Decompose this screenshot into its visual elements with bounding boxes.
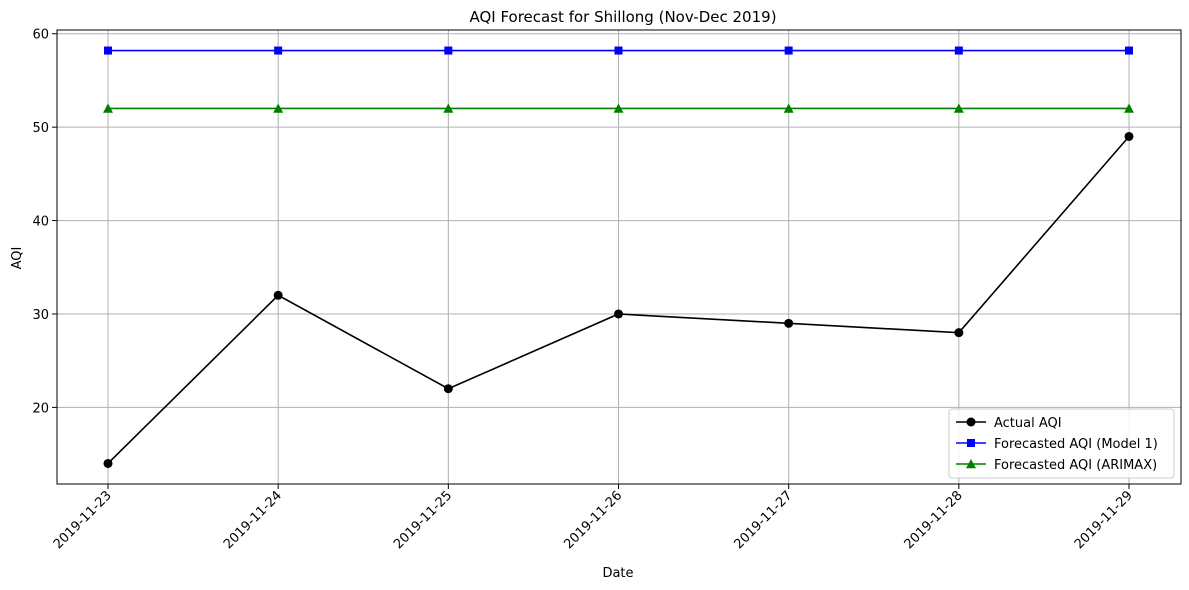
legend-box bbox=[948, 408, 1175, 479]
series-3 bbox=[103, 103, 1134, 113]
data-point bbox=[443, 384, 453, 394]
y-tick-label: 40 bbox=[32, 215, 49, 230]
data-point bbox=[274, 46, 283, 55]
series-1 bbox=[103, 131, 1134, 468]
x-tick-label: 2019-11-29 bbox=[1072, 488, 1136, 552]
x-tick-label: 2019-11-28 bbox=[902, 488, 966, 552]
legend-label: Forecasted AQI (Model 1) bbox=[994, 437, 1158, 452]
data-point bbox=[1124, 103, 1134, 113]
data-point bbox=[1125, 46, 1133, 55]
y-tick-label: 30 bbox=[32, 308, 49, 323]
legend-label: Actual AQI bbox=[994, 416, 1062, 431]
data-point bbox=[953, 103, 964, 113]
data-point bbox=[1124, 131, 1134, 141]
data-point bbox=[954, 46, 963, 55]
data-point bbox=[784, 318, 794, 328]
legend-marker bbox=[966, 417, 976, 427]
y-axis-label: AQI bbox=[10, 247, 25, 270]
data-point bbox=[784, 46, 793, 55]
data-point bbox=[103, 458, 113, 468]
legend-marker bbox=[966, 459, 976, 469]
x-tick-label: 2019-11-24 bbox=[221, 488, 285, 552]
data-point bbox=[273, 290, 283, 300]
data-point bbox=[613, 103, 624, 113]
data-point bbox=[444, 46, 453, 55]
x-tick-label: 2019-11-23 bbox=[51, 488, 115, 552]
legend-marker bbox=[967, 439, 975, 447]
y-tick-label: 60 bbox=[32, 28, 49, 43]
legend-item: Actual AQI bbox=[956, 416, 1062, 431]
chart-title: AQI Forecast for Shillong (Nov-Dec 2019) bbox=[469, 8, 776, 26]
data-point bbox=[273, 103, 284, 113]
data-point bbox=[614, 46, 623, 55]
data-point bbox=[443, 103, 454, 113]
x-tick-label: 2019-11-26 bbox=[561, 488, 625, 552]
data-point bbox=[103, 103, 113, 113]
series-2 bbox=[104, 46, 1133, 55]
data-point bbox=[783, 103, 794, 113]
data-point bbox=[614, 309, 623, 319]
x-tick-label: 2019-11-25 bbox=[391, 488, 455, 552]
legend: Actual AQI Forecasted AQI (Model 1) Foreca… bbox=[948, 408, 1175, 479]
x-axis-label: Date bbox=[602, 566, 633, 581]
x-tick-label: 2019-11-27 bbox=[731, 488, 795, 552]
series-layer bbox=[103, 46, 1134, 468]
data-point bbox=[104, 46, 112, 55]
data-point bbox=[954, 328, 964, 338]
y-tick-label: 50 bbox=[32, 121, 49, 136]
legend-item: Forecasted AQI (ARIMAX) bbox=[956, 458, 1157, 473]
y-tick-label: 20 bbox=[32, 401, 49, 416]
legend-item: Forecasted AQI (Model 1) bbox=[956, 437, 1158, 452]
legend-label: Forecasted AQI (ARIMAX) bbox=[994, 458, 1157, 473]
